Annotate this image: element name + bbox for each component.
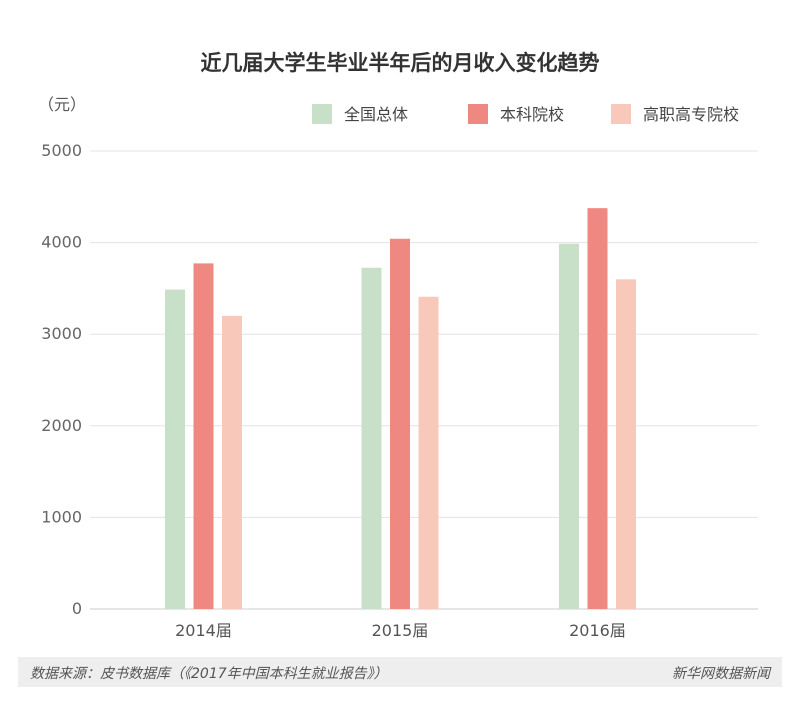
bars — [165, 208, 636, 610]
y-axis-unit: （元） — [38, 95, 86, 114]
y-tick-label: 0 — [72, 599, 82, 618]
y-tick-label: 4000 — [41, 233, 82, 252]
legend-label: 全国总体 — [344, 105, 408, 124]
bar — [222, 315, 242, 609]
x-axis-ticks: 2014届 2015届 2016届 — [175, 621, 626, 640]
legend: 全国总体 本科院校 高职高专院校 — [312, 104, 739, 124]
legend-label: 高职高专院校 — [643, 105, 739, 124]
bar — [193, 263, 214, 609]
legend-label: 本科院校 — [500, 105, 564, 124]
y-tick-label: 3000 — [41, 324, 82, 343]
bar — [616, 279, 636, 609]
chart-title: 近几届大学生毕业半年后的月收入变化趋势 — [201, 51, 600, 75]
x-tick-label: 2015届 — [372, 621, 429, 640]
legend-swatch — [611, 104, 631, 124]
bar — [418, 296, 439, 609]
legend-swatch — [468, 104, 488, 124]
bar — [390, 238, 410, 609]
x-tick-label: 2016届 — [569, 621, 626, 640]
legend-swatch — [312, 104, 332, 124]
bar — [165, 289, 185, 609]
y-tick-label: 5000 — [41, 141, 82, 160]
footer: 数据来源：皮书数据库（《2017年中国本科生就业报告》） 新华网数据新闻 — [18, 657, 782, 687]
x-tick-label: 2014届 — [175, 621, 232, 640]
bar — [587, 208, 608, 610]
y-tick-label: 2000 — [41, 416, 82, 435]
bar — [559, 243, 579, 609]
footer-source: 数据来源：皮书数据库（《2017年中国本科生就业报告》） — [30, 666, 388, 682]
bar — [361, 267, 382, 609]
footer-brand: 新华网数据新闻 — [672, 666, 770, 682]
y-tick-label: 1000 — [41, 507, 82, 526]
y-axis-ticks: 0 1000 2000 3000 4000 5000 — [41, 141, 82, 618]
